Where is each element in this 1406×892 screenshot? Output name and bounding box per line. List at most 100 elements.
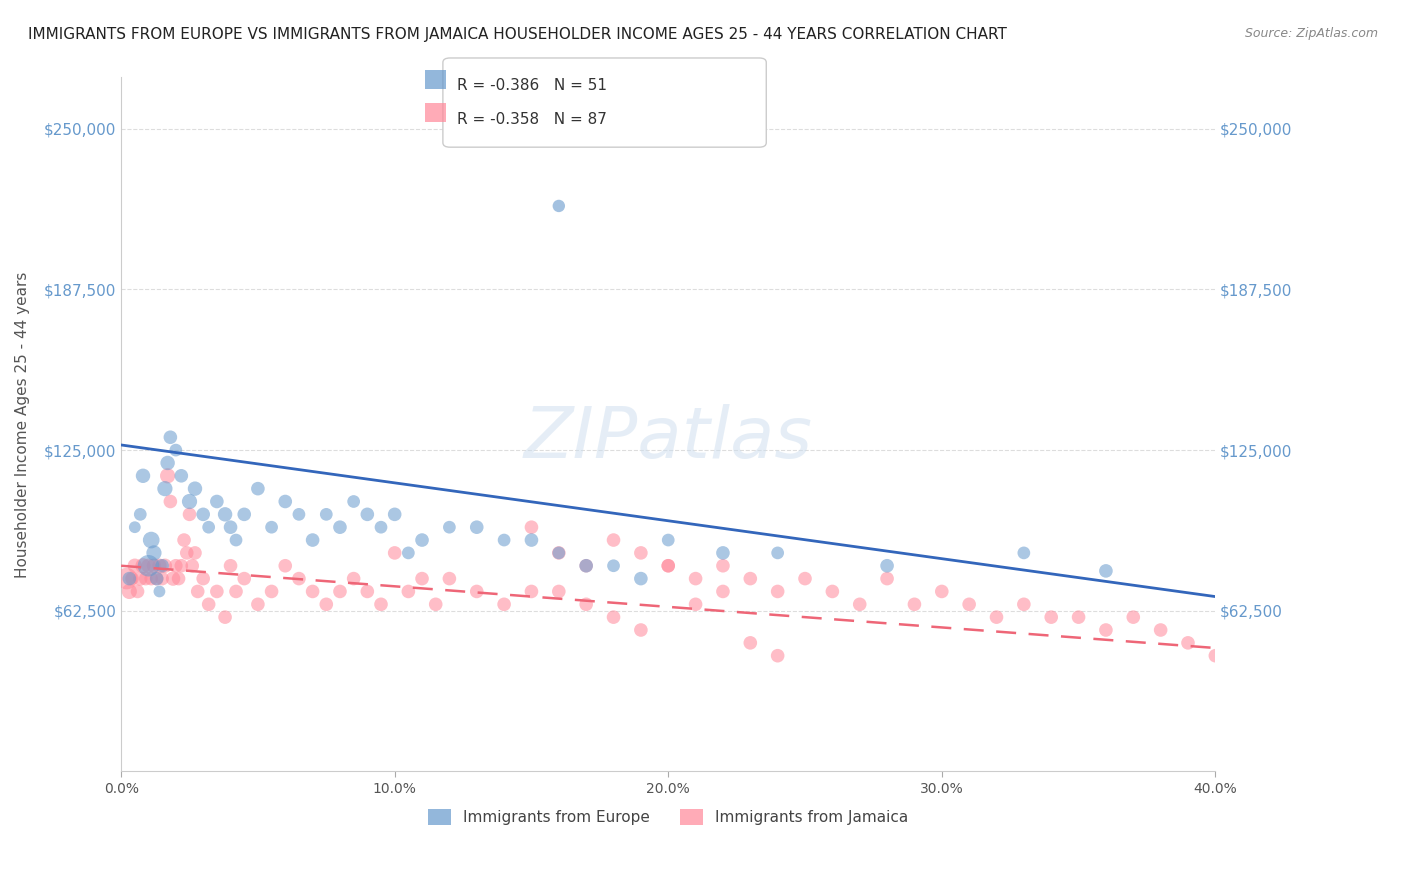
Point	[181, 558, 204, 573]
Point	[176, 546, 198, 560]
Point	[193, 572, 215, 586]
Point	[329, 584, 352, 599]
Point	[1040, 610, 1063, 624]
Point	[396, 546, 419, 560]
Point	[141, 533, 163, 547]
Point	[246, 482, 269, 496]
Point	[159, 494, 181, 508]
Point	[520, 533, 543, 547]
Point	[602, 610, 624, 624]
Point	[356, 584, 378, 599]
Point	[957, 597, 980, 611]
Point	[138, 558, 160, 573]
Point	[301, 533, 323, 547]
Point	[115, 572, 138, 586]
Point	[165, 558, 187, 573]
Point	[148, 584, 170, 599]
Point	[156, 468, 179, 483]
Point	[127, 584, 149, 599]
Point	[396, 584, 419, 599]
Point	[657, 533, 679, 547]
Point	[214, 610, 236, 624]
Point	[986, 610, 1008, 624]
Point	[766, 546, 789, 560]
Point	[1067, 610, 1090, 624]
Point	[132, 558, 155, 573]
Point	[315, 508, 337, 522]
Point	[179, 494, 201, 508]
Point	[1012, 546, 1035, 560]
Point	[848, 597, 870, 611]
Point	[233, 508, 256, 522]
Point	[520, 520, 543, 534]
Point	[165, 443, 187, 458]
Point	[685, 572, 707, 586]
Point	[121, 572, 143, 586]
Point	[630, 572, 652, 586]
Point	[547, 546, 569, 560]
Point	[197, 597, 219, 611]
Point	[711, 558, 734, 573]
Point	[170, 468, 193, 483]
Point	[876, 572, 898, 586]
Point	[439, 572, 461, 586]
Point	[124, 520, 146, 534]
Point	[1149, 623, 1171, 637]
Text: R = -0.358   N = 87: R = -0.358 N = 87	[457, 112, 607, 127]
Point	[274, 494, 297, 508]
Point	[219, 558, 242, 573]
Text: IMMIGRANTS FROM EUROPE VS IMMIGRANTS FROM JAMAICA HOUSEHOLDER INCOME AGES 25 - 4: IMMIGRANTS FROM EUROPE VS IMMIGRANTS FRO…	[28, 27, 1007, 42]
Point	[465, 520, 488, 534]
Point	[547, 199, 569, 213]
Point	[630, 623, 652, 637]
Point	[343, 572, 366, 586]
Point	[931, 584, 953, 599]
Point	[343, 494, 366, 508]
Point	[575, 597, 598, 611]
Point	[876, 558, 898, 573]
Point	[148, 558, 170, 573]
Point	[214, 508, 236, 522]
Point	[411, 572, 433, 586]
Point	[766, 584, 789, 599]
Point	[153, 482, 176, 496]
Point	[1012, 597, 1035, 611]
Point	[903, 597, 925, 611]
Point	[711, 584, 734, 599]
Point	[630, 546, 652, 560]
Point	[260, 584, 283, 599]
Point	[370, 520, 392, 534]
Point	[315, 597, 337, 611]
Point	[384, 508, 406, 522]
Point	[179, 508, 201, 522]
Point	[150, 558, 173, 573]
Point	[246, 597, 269, 611]
Point	[1204, 648, 1226, 663]
Point	[288, 508, 311, 522]
Point	[494, 533, 516, 547]
Point	[602, 558, 624, 573]
Point	[205, 494, 228, 508]
Point	[118, 584, 141, 599]
Point	[142, 546, 165, 560]
Point	[657, 558, 679, 573]
Point	[184, 482, 207, 496]
Point	[711, 546, 734, 560]
Text: ZIPatlas: ZIPatlas	[523, 404, 813, 473]
Point	[187, 584, 209, 599]
Y-axis label: Householder Income Ages 25 - 44 years: Householder Income Ages 25 - 44 years	[15, 271, 30, 578]
Point	[465, 584, 488, 599]
Point	[233, 572, 256, 586]
Point	[575, 558, 598, 573]
Point	[150, 572, 173, 586]
Point	[156, 456, 179, 470]
Point	[356, 508, 378, 522]
Point	[1122, 610, 1144, 624]
Point	[301, 584, 323, 599]
Point	[602, 533, 624, 547]
Point	[162, 572, 184, 586]
Point	[439, 520, 461, 534]
Point	[129, 508, 152, 522]
Point	[766, 648, 789, 663]
Point	[260, 520, 283, 534]
